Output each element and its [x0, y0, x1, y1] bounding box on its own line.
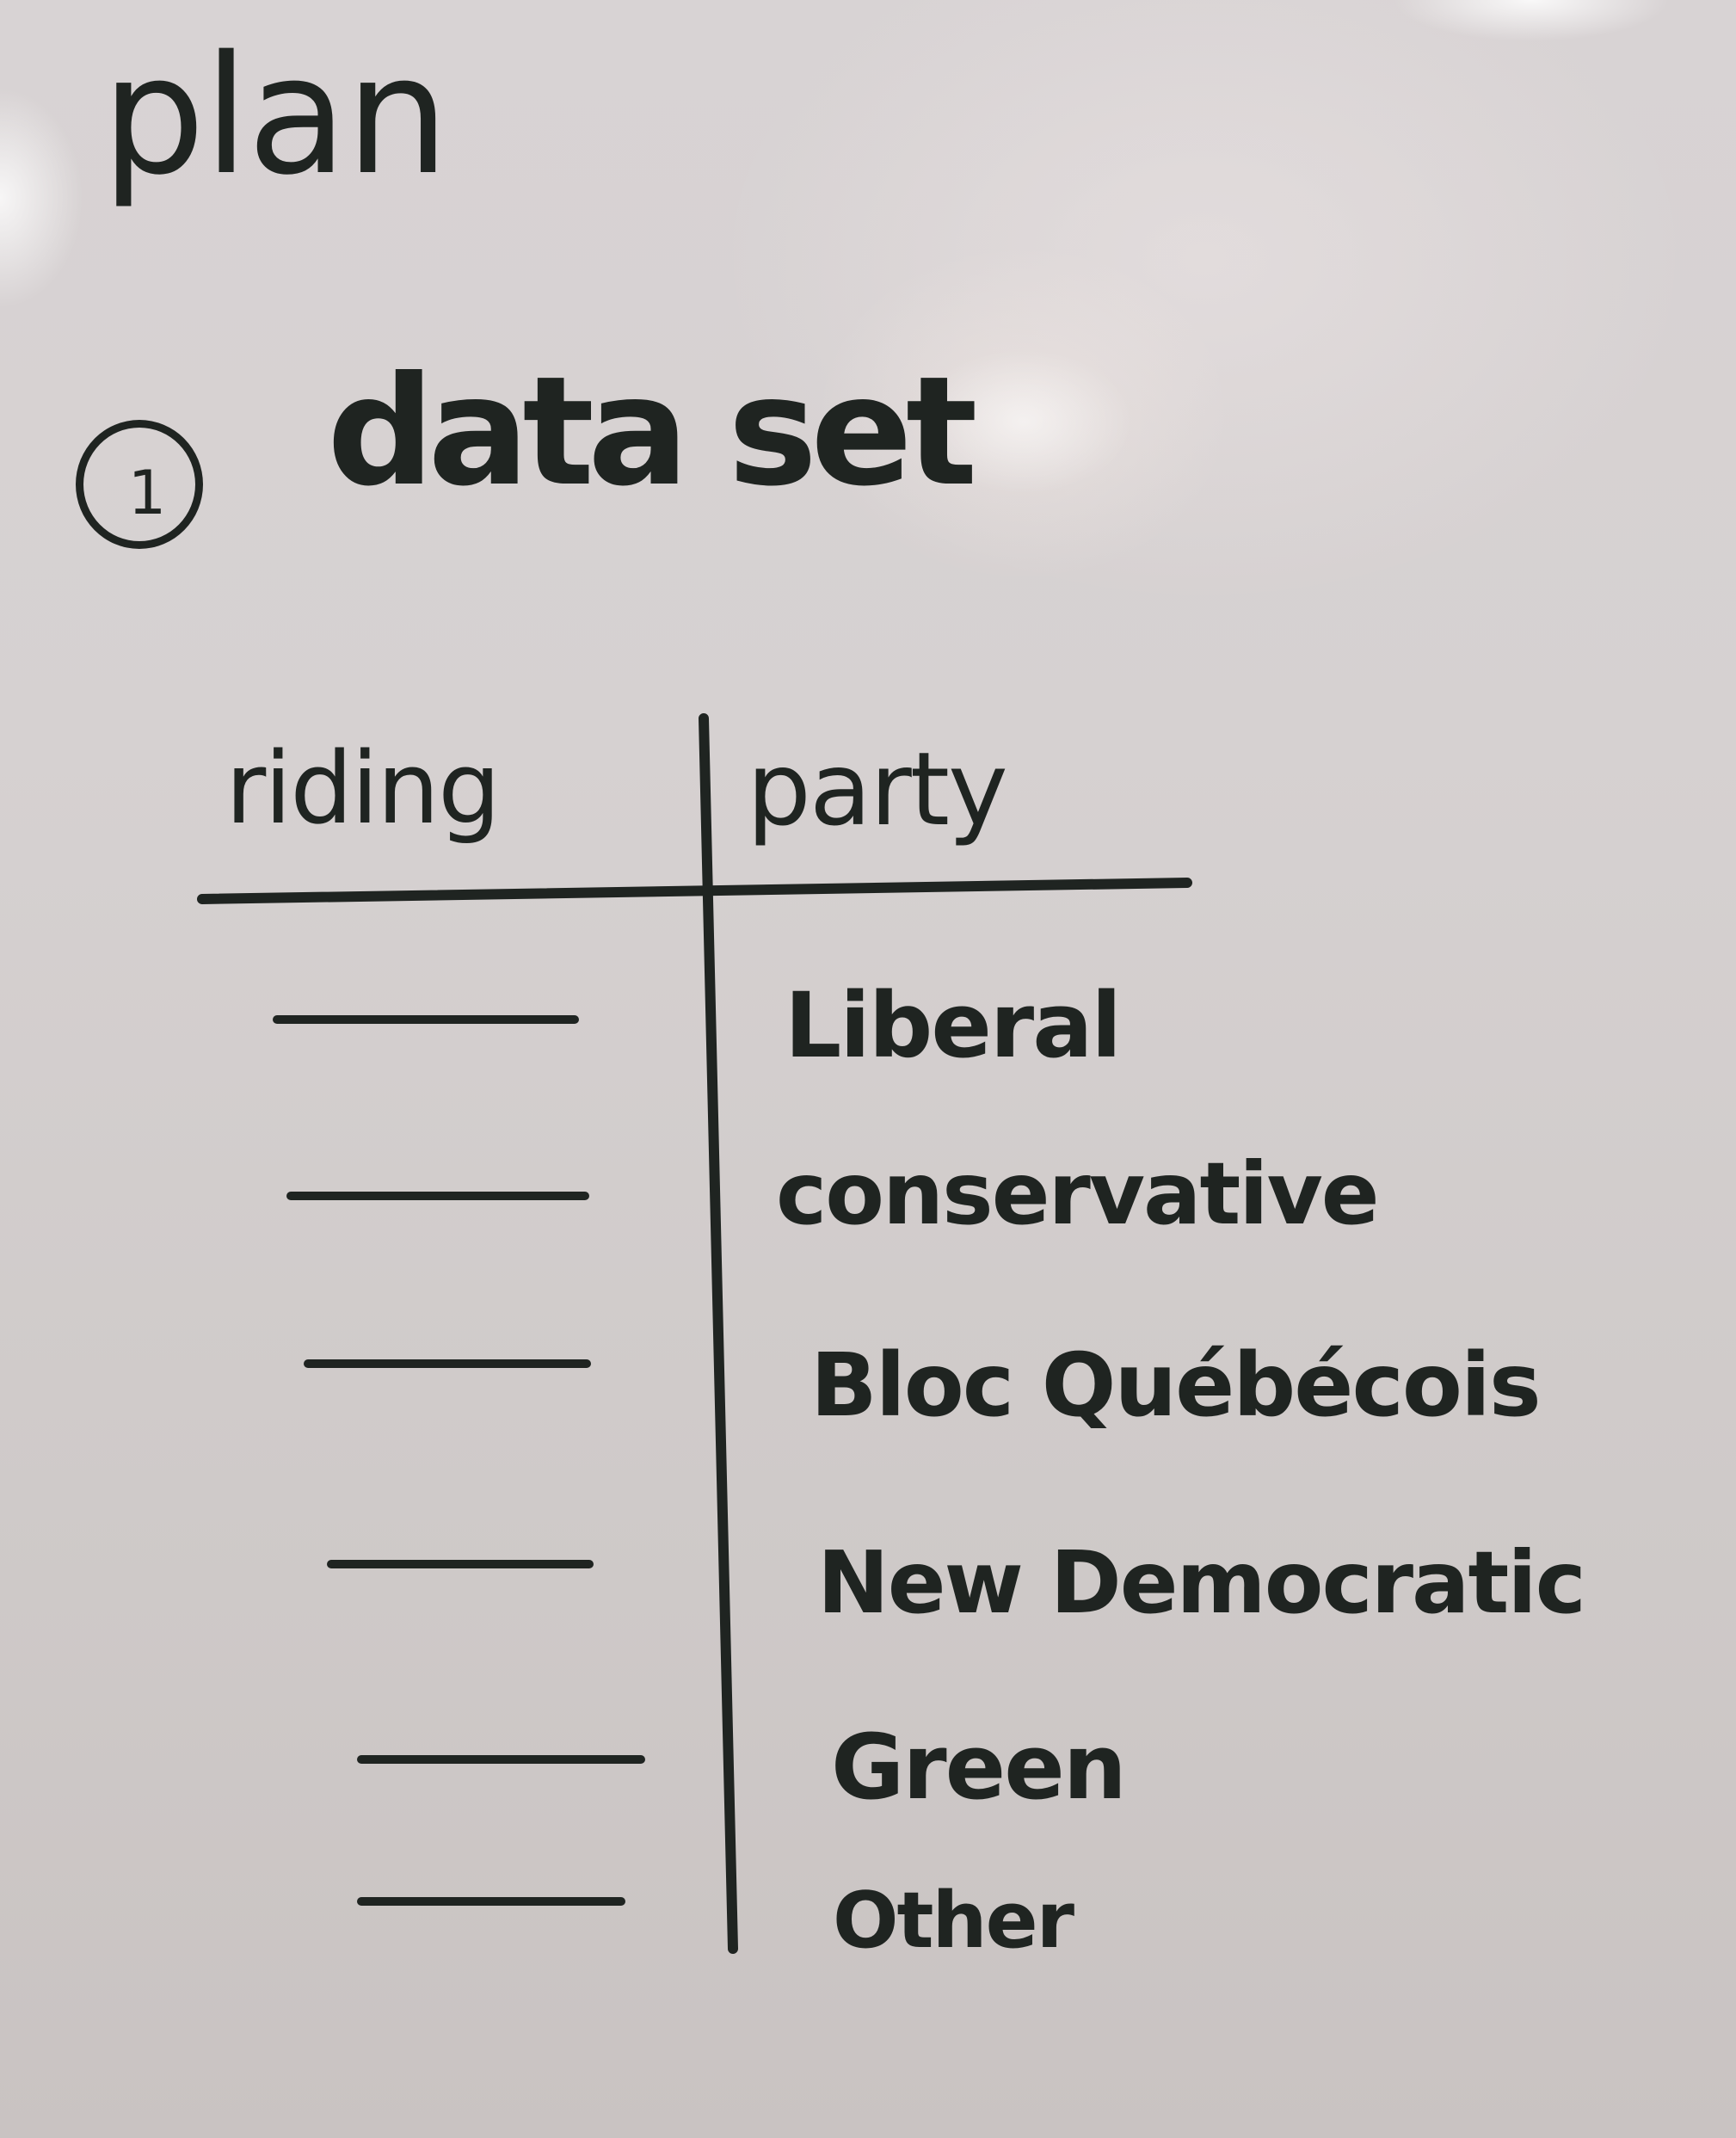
note-title: plan — [102, 21, 449, 211]
party-cell: New Democratic — [817, 1532, 1586, 1633]
table-header-party: party — [747, 730, 1008, 848]
step-label: data set — [327, 345, 978, 520]
party-cell: Green — [831, 1715, 1127, 1820]
step-number: 1 — [127, 458, 167, 528]
party-cell: Liberal — [785, 973, 1122, 1078]
table-header-rule — [197, 878, 1192, 904]
party-cell: Bloc Québécois — [810, 1334, 1542, 1437]
table-header-riding: riding — [225, 731, 501, 847]
step-number-circle — [76, 420, 203, 549]
party-cell: Other — [833, 1876, 1074, 1966]
party-cell: conservative — [776, 1143, 1380, 1244]
table-column-divider — [699, 713, 738, 1954]
